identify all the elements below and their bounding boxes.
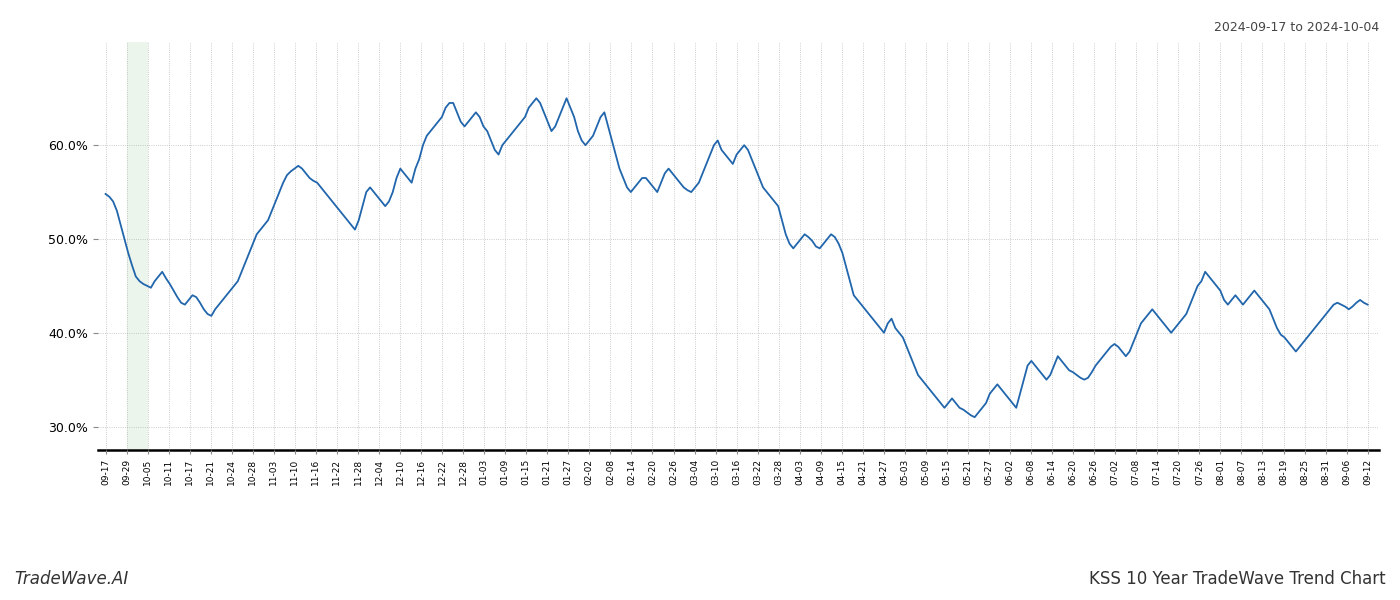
Text: KSS 10 Year TradeWave Trend Chart: KSS 10 Year TradeWave Trend Chart bbox=[1089, 570, 1386, 588]
Text: TradeWave.AI: TradeWave.AI bbox=[14, 570, 129, 588]
Text: 2024-09-17 to 2024-10-04: 2024-09-17 to 2024-10-04 bbox=[1214, 21, 1379, 34]
Bar bbox=[126, 42, 147, 450]
